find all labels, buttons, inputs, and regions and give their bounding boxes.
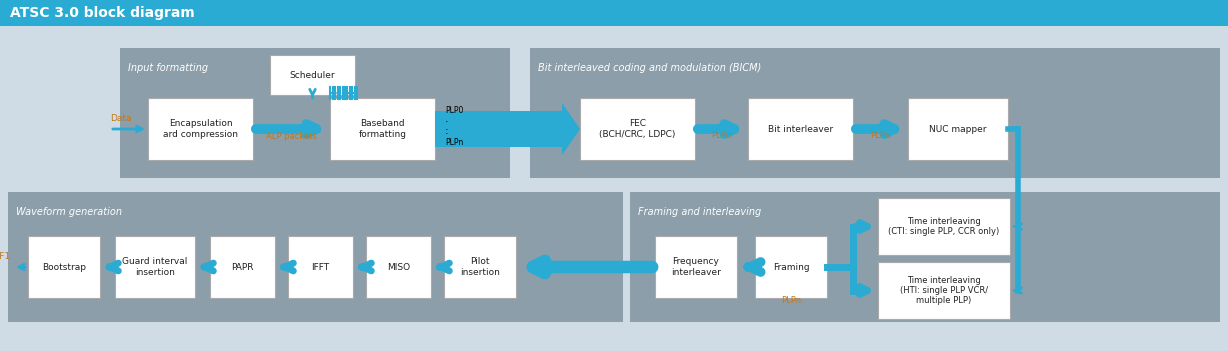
Text: Framing and interleaving: Framing and interleaving [639,207,761,217]
Text: PLPn: PLPn [781,296,801,305]
Bar [878,262,1009,319]
Bar [878,198,1009,255]
Text: NUC mapper: NUC mapper [930,125,987,133]
Text: Bit interleaved coding and modulation (BICM): Bit interleaved coding and modulation (B… [538,63,761,73]
Bar [445,236,516,298]
Text: Waveform generation: Waveform generation [16,207,122,217]
Bar [210,236,275,298]
Bar [907,98,1008,160]
Text: ·: · [445,129,448,139]
Text: Time interleaving
(CTI: single PLP, CCR only): Time interleaving (CTI: single PLP, CCR … [888,217,1000,236]
Text: PLPn: PLPn [445,138,463,147]
Text: Guard interval
insertion: Guard interval insertion [123,257,188,277]
Text: Scheduler: Scheduler [290,71,335,79]
Text: Encapsulation
ard compression: Encapsulation ard compression [163,119,238,139]
Text: FEC
(BCH/CRC, LDPC): FEC (BCH/CRC, LDPC) [599,119,675,139]
Polygon shape [435,103,580,155]
Bar [580,98,695,160]
Text: Bit interleaver: Bit interleaver [768,125,833,133]
Text: Pilot
insertion: Pilot insertion [460,257,500,277]
Bar [115,236,195,298]
Bar [149,98,253,160]
Text: ATSC 3.0 block diagram: ATSC 3.0 block diagram [10,6,195,20]
Text: PAPR: PAPR [231,263,254,272]
Bar [530,48,1219,178]
Bar [655,236,737,298]
Text: PLP0: PLP0 [445,106,463,115]
Bar [755,236,826,298]
Bar [289,236,352,298]
Bar [330,98,435,160]
Text: IFFT: IFFT [312,263,329,272]
Text: MISO: MISO [387,263,410,272]
Text: ALP packets: ALP packets [266,132,317,141]
Text: Baseband
formatting: Baseband formatting [359,119,406,139]
Text: PLPn: PLPn [871,131,890,140]
Text: Input formatting: Input formatting [128,63,208,73]
Bar [270,55,355,95]
Bar [630,192,1219,322]
Bar [366,236,431,298]
Bar [0,0,1228,26]
Text: Frequency
interleaver: Frequency interleaver [670,257,721,277]
Bar [28,236,99,298]
Text: Time interleaving
(HTI: single PLP VCR/
multiple PLP): Time interleaving (HTI: single PLP VCR/ … [900,276,989,305]
Bar [9,192,623,322]
Text: Framing: Framing [772,263,809,272]
Text: Bootstrap: Bootstrap [42,263,86,272]
Text: RF1: RF1 [0,252,10,261]
Text: Data: Data [111,114,131,123]
Bar [120,48,510,178]
Text: ·: · [445,125,448,135]
Text: ·: · [445,117,448,127]
Text: PLPn: PLPn [711,131,732,140]
Bar [748,98,853,160]
